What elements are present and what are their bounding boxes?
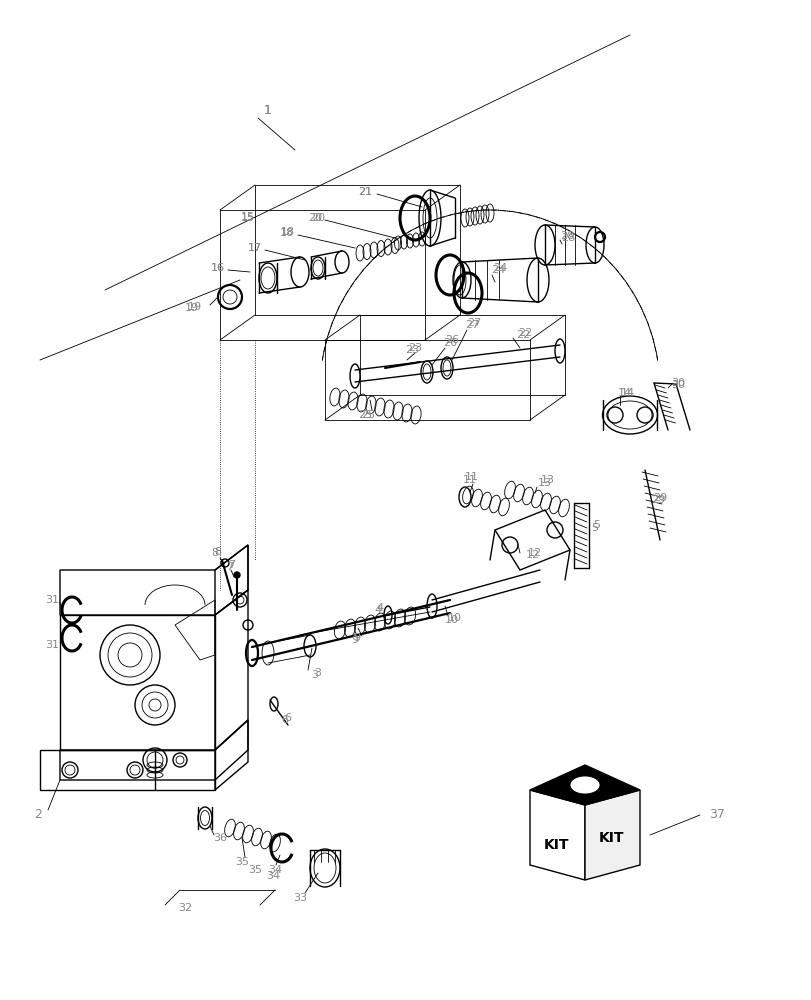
Polygon shape xyxy=(530,790,584,880)
Text: 27: 27 xyxy=(465,320,478,330)
Text: 12: 12 xyxy=(527,548,542,558)
Text: 30: 30 xyxy=(670,380,684,390)
Text: 3: 3 xyxy=(311,670,318,680)
Text: 33: 33 xyxy=(293,893,307,903)
Text: 17: 17 xyxy=(247,243,262,253)
Text: 29: 29 xyxy=(652,493,667,503)
Text: 15: 15 xyxy=(241,213,255,223)
Text: 11: 11 xyxy=(462,475,476,485)
Text: 10: 10 xyxy=(444,615,458,625)
Text: 16: 16 xyxy=(211,263,225,273)
Text: 14: 14 xyxy=(620,388,634,398)
Text: 4: 4 xyxy=(376,603,383,613)
Text: 32: 32 xyxy=(178,903,192,913)
Text: 2: 2 xyxy=(34,808,42,821)
Text: 37: 37 xyxy=(708,808,724,821)
Text: 25: 25 xyxy=(358,410,371,420)
Text: 5: 5 xyxy=(593,520,600,530)
Polygon shape xyxy=(584,790,639,880)
Text: 19: 19 xyxy=(185,303,199,313)
Text: 31: 31 xyxy=(45,640,59,650)
Text: 22: 22 xyxy=(515,330,530,340)
Text: 4: 4 xyxy=(374,605,381,615)
Text: 34: 34 xyxy=(268,865,281,875)
Text: 23: 23 xyxy=(405,345,418,355)
Text: 26: 26 xyxy=(442,338,457,348)
Text: 14: 14 xyxy=(617,388,631,398)
Text: 15: 15 xyxy=(241,212,255,222)
Text: 8: 8 xyxy=(214,547,221,557)
Text: 3: 3 xyxy=(314,668,321,678)
Text: 35: 35 xyxy=(234,857,249,867)
Text: 27: 27 xyxy=(466,318,481,328)
Text: 22: 22 xyxy=(517,328,531,338)
Text: 8: 8 xyxy=(211,548,218,558)
Text: 6: 6 xyxy=(281,715,288,725)
Text: 24: 24 xyxy=(492,263,507,273)
Text: 19: 19 xyxy=(187,302,202,312)
Text: 35: 35 xyxy=(247,865,262,875)
Text: 28: 28 xyxy=(560,233,574,243)
Text: 7: 7 xyxy=(226,562,234,572)
Text: 36: 36 xyxy=(212,833,227,843)
Text: 30: 30 xyxy=(670,378,684,388)
Text: 20: 20 xyxy=(311,213,324,223)
Text: 18: 18 xyxy=(281,227,294,237)
Text: 34: 34 xyxy=(266,871,280,881)
Text: 1: 1 xyxy=(264,104,272,117)
Text: 1: 1 xyxy=(264,104,272,117)
Text: 26: 26 xyxy=(444,335,458,345)
Polygon shape xyxy=(530,765,639,805)
Text: 9: 9 xyxy=(351,635,358,645)
Ellipse shape xyxy=(569,776,599,794)
Text: 13: 13 xyxy=(538,478,551,488)
Text: 5: 5 xyxy=(590,523,598,533)
Text: 31: 31 xyxy=(45,595,59,605)
Text: 18: 18 xyxy=(280,228,294,238)
Text: 7: 7 xyxy=(228,560,235,570)
Circle shape xyxy=(234,572,240,578)
Text: KIT: KIT xyxy=(543,838,569,852)
Text: 11: 11 xyxy=(465,472,478,482)
Text: 25: 25 xyxy=(361,410,375,420)
Text: 21: 21 xyxy=(358,187,371,197)
Text: 28: 28 xyxy=(560,231,573,241)
Text: 21: 21 xyxy=(358,187,371,197)
Text: 16: 16 xyxy=(211,263,225,273)
Text: 17: 17 xyxy=(247,243,262,253)
Text: KIT: KIT xyxy=(599,831,624,845)
Text: 10: 10 xyxy=(448,613,461,623)
Text: 12: 12 xyxy=(526,550,539,560)
Text: 6: 6 xyxy=(284,713,291,723)
Text: 29: 29 xyxy=(650,495,664,505)
Text: 24: 24 xyxy=(491,265,504,275)
Text: 20: 20 xyxy=(307,213,322,223)
Text: 13: 13 xyxy=(540,475,554,485)
Text: 9: 9 xyxy=(353,633,360,643)
Text: 23: 23 xyxy=(407,343,422,353)
